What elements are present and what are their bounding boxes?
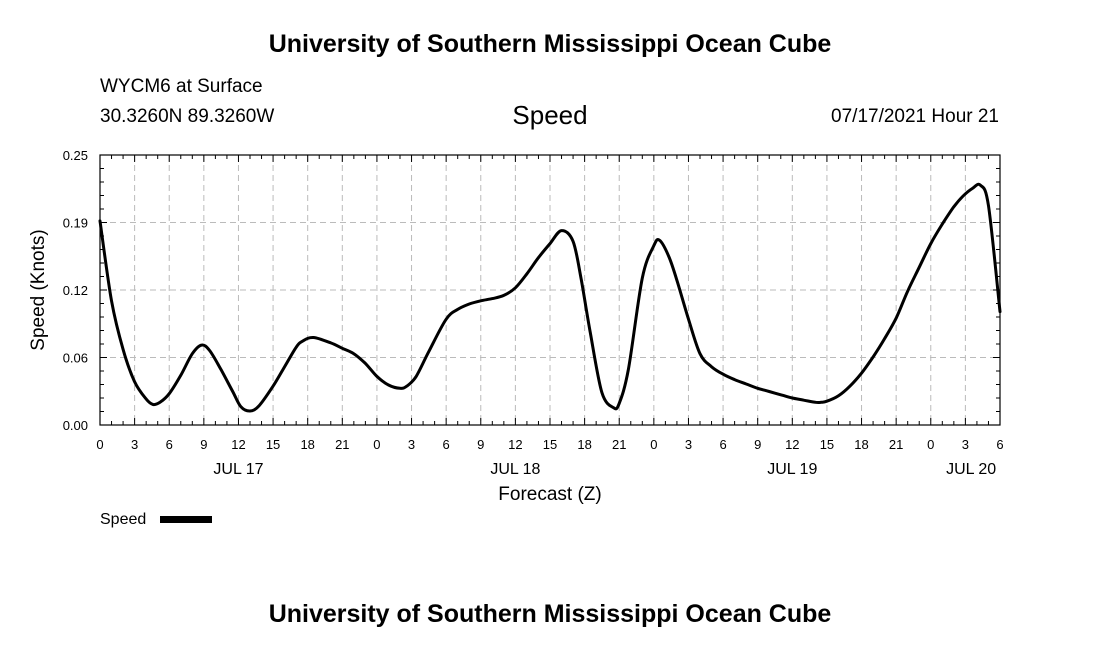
x-tick-label: 3 (408, 437, 415, 452)
x-tick-label: 3 (131, 437, 138, 452)
x-tick-label: 0 (96, 437, 103, 452)
x-tick-label: 3 (962, 437, 969, 452)
date-label: JUL 19 (767, 461, 817, 478)
x-tick-label: 21 (889, 437, 903, 452)
variable-title: Speed (512, 100, 588, 130)
x-tick-label: 6 (996, 437, 1003, 452)
x-axis-label: Forecast (Z) (498, 484, 601, 505)
x-tick-label: 21 (612, 437, 626, 452)
x-tick-label: 15 (543, 437, 557, 452)
timestamp-label: 07/17/2021 Hour 21 (831, 106, 999, 127)
x-tick-label: 21 (335, 437, 349, 452)
x-tick-label: 18 (300, 437, 314, 452)
x-tick-label: 9 (477, 437, 484, 452)
x-tick-label: 6 (443, 437, 450, 452)
x-tick-label: 18 (577, 437, 591, 452)
date-label: JUL 17 (213, 461, 263, 478)
y-tick-label: 0.12 (63, 283, 88, 298)
legend-swatch (160, 516, 212, 523)
legend-label: Speed (100, 511, 146, 528)
x-tick-label: 12 (508, 437, 522, 452)
x-tick-label: 0 (373, 437, 380, 452)
chart-title: University of Southern Mississippi Ocean… (268, 30, 832, 58)
x-tick-label: 15 (820, 437, 834, 452)
date-label: JUL 20 (946, 461, 996, 478)
y-tick-label: 0.25 (63, 148, 88, 163)
x-tick-label: 6 (719, 437, 726, 452)
station-label: WYCM6 at Surface (100, 76, 263, 97)
y-tick-label: 0.19 (63, 216, 88, 231)
date-label: JUL 18 (490, 461, 540, 478)
x-tick-label: 18 (854, 437, 868, 452)
y-tick-label: 0.06 (63, 351, 88, 366)
x-tick-label: 15 (266, 437, 280, 452)
x-tick-label: 12 (231, 437, 245, 452)
x-tick-label: 6 (166, 437, 173, 452)
x-tick-label: 12 (785, 437, 799, 452)
y-axis-label: Speed (Knots) (28, 229, 49, 350)
x-tick-label: 9 (200, 437, 207, 452)
x-tick-label: 0 (650, 437, 657, 452)
x-tick-label: 3 (685, 437, 692, 452)
footer-title: University of Southern Mississippi Ocean… (268, 600, 832, 628)
speed-series-line (98, 182, 1002, 413)
y-tick-label: 0.00 (63, 418, 88, 433)
x-tick-label: 0 (927, 437, 934, 452)
coordinates-label: 30.3260N 89.3260W (100, 106, 275, 127)
x-tick-label: 9 (754, 437, 761, 452)
